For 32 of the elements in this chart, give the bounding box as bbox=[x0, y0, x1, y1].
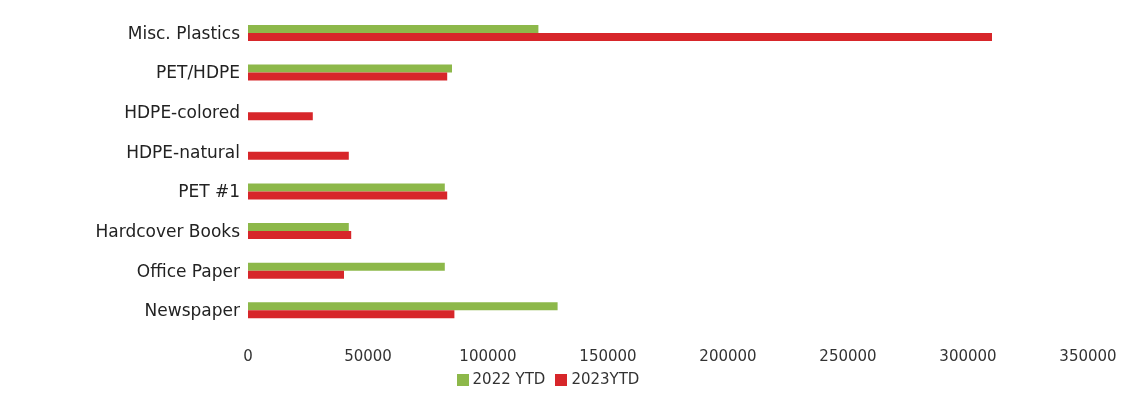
bar bbox=[248, 32, 992, 41]
x-tick-label: 150000 bbox=[579, 346, 637, 365]
bar bbox=[248, 223, 349, 232]
y-tick-label: HDPE-colored bbox=[124, 102, 240, 123]
bar bbox=[248, 302, 558, 311]
bar bbox=[248, 112, 313, 121]
x-tick-label: 300000 bbox=[939, 346, 997, 365]
bar bbox=[248, 231, 352, 240]
x-tick-label: 100000 bbox=[459, 346, 517, 365]
y-tick-label: Office Paper bbox=[136, 260, 241, 281]
legend-label: 2023YTD bbox=[571, 370, 640, 388]
x-tick-label: 350000 bbox=[1059, 346, 1117, 365]
bar bbox=[248, 310, 455, 319]
legend-label: 2022 YTD bbox=[472, 370, 546, 388]
y-tick-label: HDPE-natural bbox=[126, 141, 240, 162]
bar bbox=[248, 24, 539, 33]
y-tick-label: Hardcover Books bbox=[95, 220, 241, 241]
y-tick-label: Misc. Plastics bbox=[127, 22, 241, 43]
bar bbox=[248, 151, 349, 160]
bar bbox=[248, 72, 448, 81]
y-tick-label: PET/HDPE bbox=[156, 62, 240, 83]
y-tick-label: PET #1 bbox=[178, 181, 240, 202]
x-tick-label: 50000 bbox=[344, 346, 392, 365]
bar bbox=[248, 183, 445, 192]
x-tick-label: 250000 bbox=[819, 346, 877, 365]
bar bbox=[248, 191, 448, 200]
y-tick-label: Newspaper bbox=[144, 300, 240, 321]
bar bbox=[248, 64, 452, 73]
bar bbox=[248, 270, 344, 279]
x-tick-label: 200000 bbox=[699, 346, 757, 365]
x-tick-label: 0 bbox=[243, 346, 253, 365]
bar bbox=[248, 262, 445, 271]
